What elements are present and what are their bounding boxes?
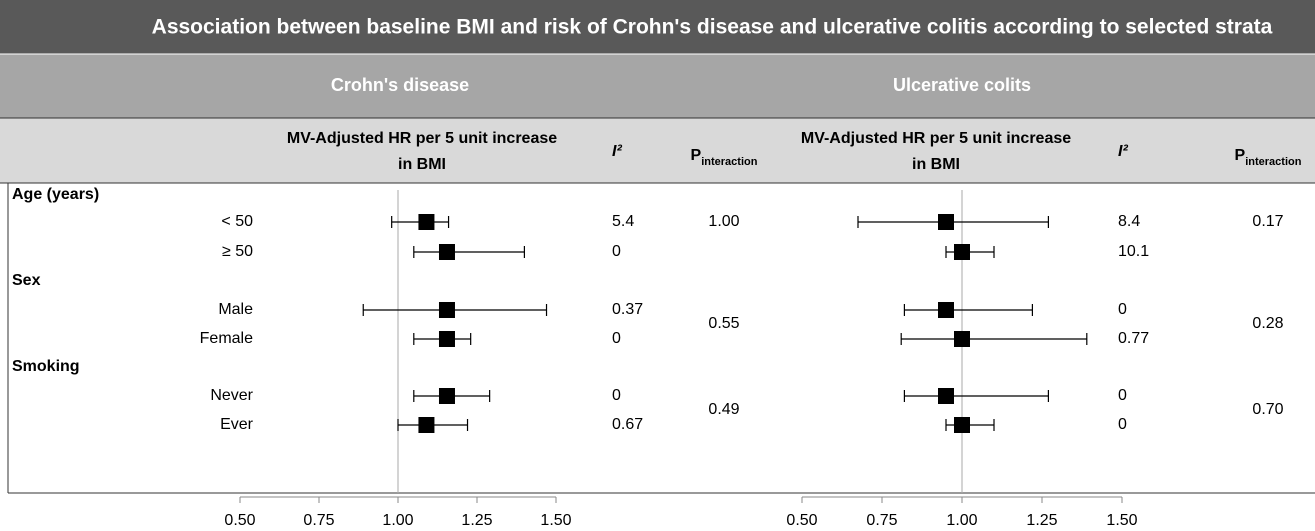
- panel-title: Crohn's disease: [331, 75, 469, 95]
- i2-value: 0.37: [612, 301, 643, 318]
- row-label: Female: [200, 330, 253, 347]
- panel-title-bar: [0, 54, 1315, 118]
- p-value: 0.28: [1252, 315, 1283, 332]
- estimate-box: [938, 302, 954, 318]
- x-tick-label: 0.50: [786, 512, 817, 529]
- i2-value: 0: [612, 243, 621, 260]
- group-label: Smoking: [12, 358, 80, 375]
- group-label: Sex: [12, 272, 41, 289]
- estimate-box: [938, 388, 954, 404]
- x-tick-label: 1.50: [1106, 512, 1137, 529]
- estimate-box: [954, 244, 970, 260]
- title-bar: [0, 0, 1315, 54]
- i2-value: 5.4: [612, 213, 634, 230]
- column-header: Pinteraction: [1235, 147, 1302, 168]
- x-tick-label: 0.75: [303, 512, 334, 529]
- column-header: I²: [612, 143, 622, 160]
- i2-value: 0: [1118, 416, 1127, 433]
- column-header: I²: [1118, 143, 1128, 160]
- estimate-box: [438, 331, 455, 347]
- x-tick-label: 1.25: [461, 512, 492, 529]
- estimate-box: [418, 417, 435, 433]
- x-tick-label: 1.00: [382, 512, 413, 529]
- row-label: Ever: [220, 416, 254, 433]
- i2-value: 0.67: [612, 416, 643, 433]
- row-label: Male: [218, 301, 253, 318]
- column-header: MV-Adjusted HR per 5 unit increase: [287, 130, 557, 147]
- estimate-box: [418, 214, 435, 230]
- header-bar: [0, 118, 1315, 183]
- estimate-box: [954, 417, 970, 433]
- p-value: 0.70: [1252, 401, 1283, 418]
- header-sub: interaction: [701, 156, 758, 168]
- header-main: P: [691, 147, 702, 164]
- i2-value: 0: [1118, 387, 1127, 404]
- i2-value: 0: [612, 330, 621, 347]
- x-tick-label: 0.75: [866, 512, 897, 529]
- x-tick-label: 1.50: [540, 512, 571, 529]
- row-label: ≥ 50: [222, 243, 253, 260]
- p-value: 0.17: [1252, 213, 1283, 230]
- i2-value: 0: [1118, 301, 1127, 318]
- x-tick-label: 1.00: [946, 512, 977, 529]
- estimate-box: [438, 244, 455, 260]
- row-label: < 50: [221, 213, 253, 230]
- estimate-box: [954, 331, 970, 347]
- i2-value: 0.77: [1118, 330, 1149, 347]
- i2-value: 8.4: [1118, 213, 1140, 230]
- column-header: Pinteraction: [691, 147, 758, 168]
- p-value: 0.49: [708, 401, 739, 418]
- row-label: Never: [210, 387, 253, 404]
- i2-value: 10.1: [1118, 243, 1149, 260]
- panel-title: Ulcerative colits: [893, 75, 1031, 95]
- x-tick-label: 1.25: [1026, 512, 1057, 529]
- i2-value: 0: [612, 387, 621, 404]
- column-header: in BMI: [398, 156, 446, 173]
- estimate-box: [438, 388, 455, 404]
- column-header: MV-Adjusted HR per 5 unit increase: [801, 130, 1071, 147]
- column-header: in BMI: [912, 156, 960, 173]
- header-main: P: [1235, 147, 1246, 164]
- estimate-box: [438, 302, 455, 318]
- header-sub: interaction: [1245, 156, 1302, 168]
- estimate-box: [938, 214, 954, 230]
- group-label: Age (years): [12, 186, 99, 203]
- chart-title: Association between baseline BMI and ris…: [152, 16, 1273, 39]
- p-value: 1.00: [708, 213, 739, 230]
- p-value: 0.55: [708, 315, 739, 332]
- x-tick-label: 0.50: [224, 512, 255, 529]
